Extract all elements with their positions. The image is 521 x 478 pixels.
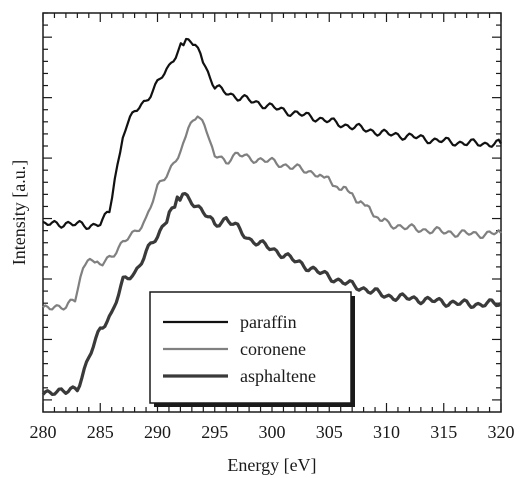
- x-tick-label: 285: [87, 422, 114, 442]
- legend-label: paraffin: [240, 312, 297, 332]
- legend-box: [149, 291, 352, 404]
- x-tick-labels: 280 285 290 295 300 305 310 315 320: [30, 422, 515, 442]
- axis-ticks: [42, 12, 502, 412]
- series-line-coronene: [42, 115, 502, 311]
- legend-label: asphaltene: [240, 366, 316, 386]
- x-tick-label: 295: [201, 422, 228, 442]
- x-tick-label: 315: [430, 422, 457, 442]
- series-line-paraffin: [42, 37, 502, 230]
- x-tick-label: 300: [259, 422, 286, 442]
- series-layer: [41, 37, 503, 396]
- legend-label: coronene: [240, 339, 306, 359]
- series-line-asphaltene: [41, 192, 503, 396]
- legend-entries: paraffin coronene asphaltene: [163, 312, 316, 386]
- x-tick-label: 320: [488, 422, 515, 442]
- x-axis-title: Energy [eV]: [227, 455, 316, 475]
- y-axis-title: Intensity [a.u.]: [9, 160, 29, 265]
- x-tick-label: 310: [373, 422, 400, 442]
- x-tick-label: 290: [144, 422, 171, 442]
- x-tick-label: 305: [316, 422, 343, 442]
- legend: paraffin coronene asphaltene: [149, 291, 355, 407]
- x-tick-label: 280: [30, 422, 57, 442]
